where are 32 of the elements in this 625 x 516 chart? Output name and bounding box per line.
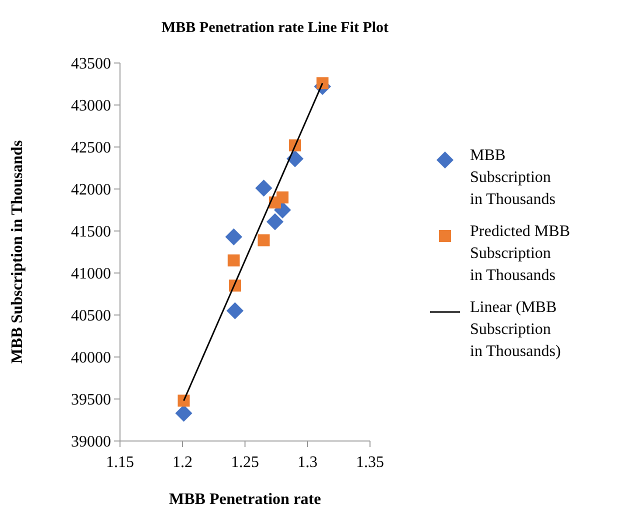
point <box>276 191 288 204</box>
point <box>255 180 272 197</box>
y-axis-title: MBB Subscription in Thousands <box>9 140 26 364</box>
y-tick-label: 39000 <box>71 434 111 451</box>
y-tick-label: 42500 <box>71 140 111 157</box>
y-tick-label: 40500 <box>71 308 111 325</box>
y-tick-label: 43000 <box>71 98 111 115</box>
y-tick-label: 43500 <box>71 56 111 73</box>
x-tick-label: 1.3 <box>298 454 318 471</box>
x-tick-label: 1.15 <box>106 454 134 471</box>
legend-label: MBB Subscription in Thousands <box>470 147 556 208</box>
point <box>178 394 190 407</box>
point <box>258 234 270 246</box>
point <box>228 254 240 266</box>
y-tick-label: 41500 <box>71 224 111 241</box>
point <box>316 77 328 90</box>
x-tick-label: 1.2 <box>172 454 192 471</box>
y-tick-label: 39500 <box>71 392 111 409</box>
point <box>226 302 244 320</box>
chart-title: MBB Penetration rate Line Fit Plot <box>161 20 389 36</box>
x-tick-label: 1.25 <box>231 454 259 471</box>
point <box>286 150 304 168</box>
legend-label: Predicted MBB Subscription in Thousands <box>470 223 570 284</box>
point <box>266 213 284 230</box>
x-axis-title: MBB Penetration rate <box>169 491 321 508</box>
legend-label: Linear (MBB Subscription in Thousands) <box>470 299 561 360</box>
y-tick-label: 41000 <box>71 266 111 283</box>
y-tick-label: 42000 <box>71 182 111 199</box>
point <box>175 404 192 422</box>
y-tick-label: 40000 <box>71 350 111 367</box>
point <box>225 228 242 246</box>
x-tick-label: 1.35 <box>356 454 384 471</box>
